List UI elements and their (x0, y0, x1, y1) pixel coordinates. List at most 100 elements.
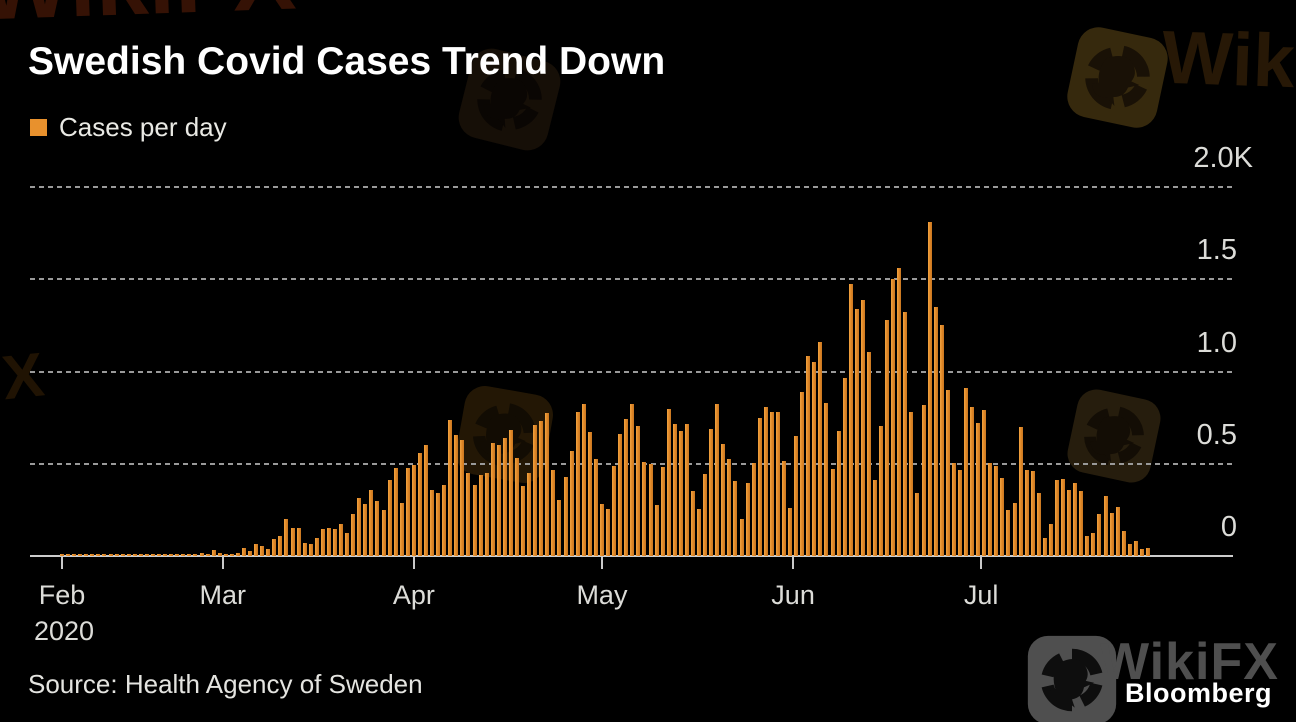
bar (211, 550, 216, 556)
bar (630, 404, 635, 556)
bar (982, 410, 987, 556)
bar (690, 490, 695, 556)
bar (515, 458, 520, 556)
x-axis-label: Jul (963, 580, 999, 610)
bar (927, 222, 932, 556)
bar (569, 451, 574, 556)
bar (684, 424, 689, 556)
bar (733, 480, 738, 556)
bar (120, 554, 125, 556)
bar (278, 536, 283, 556)
bar (533, 424, 538, 556)
bar (1067, 489, 1072, 556)
gridline (30, 278, 1233, 281)
x-axis-tick (412, 556, 415, 569)
bar (666, 409, 671, 556)
bar (430, 489, 435, 556)
bar (806, 356, 811, 556)
bar (454, 434, 459, 556)
bar (672, 424, 677, 556)
bar (223, 553, 228, 556)
bar (1103, 496, 1108, 556)
bar (144, 554, 149, 556)
bar (703, 473, 708, 556)
bar (854, 308, 859, 556)
bar (217, 552, 222, 556)
bar (1024, 469, 1029, 556)
bar (781, 461, 786, 556)
bar (739, 518, 744, 556)
bar (575, 411, 580, 556)
bar (727, 458, 732, 556)
bar (539, 421, 544, 556)
bar (484, 472, 489, 556)
x-axis-tick (61, 556, 63, 569)
bar (788, 507, 793, 556)
bar (205, 553, 210, 556)
gridline (30, 370, 1233, 373)
bar (842, 378, 847, 556)
bar (521, 486, 526, 556)
bar (1146, 547, 1150, 556)
bar (970, 406, 975, 556)
x-axis-tick (980, 556, 983, 569)
bar (181, 553, 186, 556)
bar (1085, 536, 1090, 556)
bar (800, 391, 805, 556)
bar (879, 425, 884, 556)
bar (345, 532, 350, 556)
bar (448, 419, 453, 556)
bar (369, 489, 374, 556)
x-axis-tick (221, 556, 224, 569)
bar (660, 467, 665, 556)
bar (478, 474, 483, 556)
bar (284, 519, 289, 556)
bar (242, 547, 246, 556)
bar (260, 545, 265, 556)
x-axis-tick (600, 556, 603, 569)
bar (1042, 537, 1047, 556)
bar (976, 423, 981, 556)
bar (235, 553, 240, 556)
bar (508, 429, 513, 556)
bar (1073, 482, 1078, 556)
bar (1006, 509, 1011, 556)
bar (108, 554, 113, 556)
bar (763, 406, 768, 556)
bar (915, 492, 920, 556)
y-axis-label: 0 (1220, 511, 1237, 543)
bar (1115, 507, 1120, 556)
bar (612, 465, 617, 556)
bar (939, 325, 944, 556)
bar (1054, 480, 1059, 556)
bar (60, 554, 64, 556)
bar (848, 283, 853, 556)
bar (163, 554, 168, 556)
bar (460, 439, 465, 556)
bar (314, 537, 319, 556)
bar (872, 479, 877, 556)
bar (945, 389, 950, 556)
bar (745, 482, 750, 556)
bar (933, 306, 938, 556)
bar (551, 469, 556, 556)
bar (333, 529, 338, 556)
legend-label: Cases per day (59, 112, 227, 142)
bar (860, 300, 865, 556)
bar (866, 351, 871, 556)
bar (466, 472, 471, 556)
bar (169, 554, 174, 556)
bar (897, 267, 902, 556)
bar (1030, 471, 1035, 556)
bar (818, 341, 823, 556)
bar (326, 527, 331, 556)
bar (138, 554, 143, 556)
bar (812, 361, 817, 556)
bar (824, 403, 829, 556)
x-axis-line (30, 555, 1233, 557)
bar (96, 554, 101, 556)
bar (545, 413, 550, 556)
bar (496, 444, 501, 556)
bar (891, 278, 896, 556)
